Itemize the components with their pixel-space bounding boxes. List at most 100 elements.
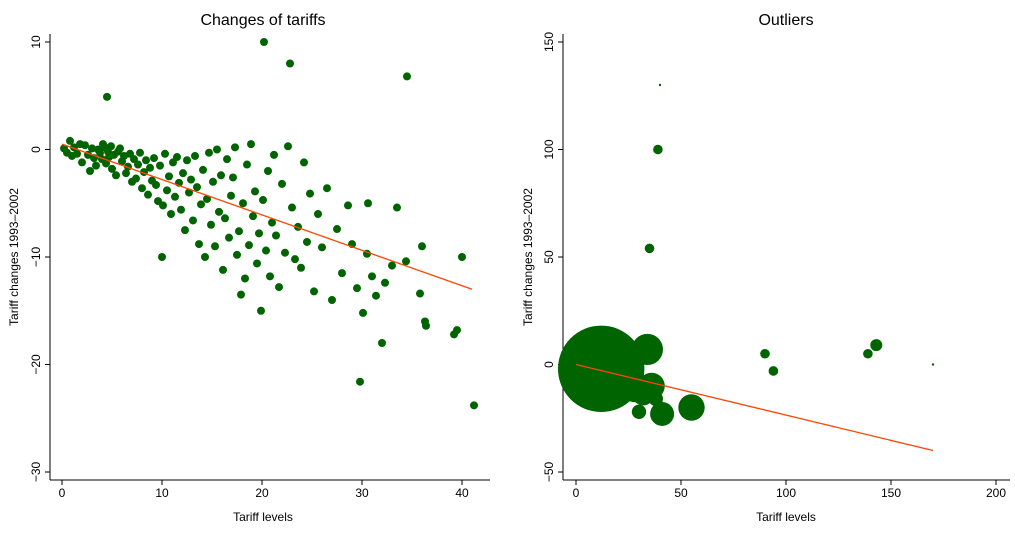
- right-weighted-point: [931, 363, 935, 366]
- left-data-point: [185, 188, 193, 197]
- left-data-point: [116, 144, 124, 153]
- left-data-point: [260, 38, 268, 46]
- left-y-tick-label: −10: [29, 246, 43, 267]
- left-data-point: [215, 207, 223, 216]
- left-data-point: [96, 148, 104, 157]
- left-data-point: [288, 203, 296, 212]
- left-data-point: [364, 199, 372, 208]
- left-data-point: [177, 205, 185, 214]
- right-weighted-point: [650, 401, 675, 426]
- left-data-point: [306, 189, 314, 198]
- left-data-point: [136, 148, 144, 157]
- left-data-point: [314, 210, 322, 218]
- left-data-point: [142, 156, 150, 165]
- left-data-point: [219, 265, 227, 274]
- left-data-point: [161, 149, 169, 158]
- left-data-point: [211, 242, 219, 251]
- left-data-point: [213, 145, 221, 154]
- right-weighted-point: [653, 144, 663, 155]
- right-x-tick-label: 50: [674, 486, 688, 500]
- left-data-point: [223, 155, 231, 164]
- left-data-point: [310, 287, 318, 296]
- left-data-point: [247, 140, 255, 149]
- left-data-point: [225, 233, 233, 242]
- right-weighted-point: [631, 333, 664, 366]
- right-x-tick-label: 0: [573, 486, 580, 500]
- left-data-point: [152, 180, 160, 189]
- left-data-point: [107, 142, 115, 151]
- left-data-point: [81, 141, 89, 150]
- right-weighted-point: [644, 243, 655, 254]
- left-chart-title: Changes of tariffs: [200, 12, 325, 29]
- right-x-tick-label: 100: [776, 486, 796, 500]
- left-data-point: [138, 184, 146, 193]
- left-data-point: [422, 321, 430, 330]
- left-data-point: [403, 72, 411, 81]
- left-y-tick-label: 10: [29, 35, 43, 49]
- right-chart-title: Outliers: [758, 12, 813, 29]
- left-data-point: [264, 167, 272, 175]
- left-data-point: [229, 173, 237, 182]
- left-data-point: [237, 290, 245, 299]
- left-x-ticks: 0 10 20 30 40: [59, 480, 469, 500]
- left-x-tick-label: 20: [255, 486, 269, 500]
- left-data-point: [268, 218, 276, 227]
- left-data-point: [359, 308, 367, 317]
- left-data-point: [191, 151, 199, 160]
- left-data-point: [132, 174, 140, 183]
- right-y-tick-label: 100: [542, 139, 556, 159]
- left-data-point: [453, 326, 461, 335]
- left-data-point: [286, 59, 294, 68]
- right-weighted-point: [863, 348, 873, 359]
- left-data-point: [378, 339, 386, 347]
- right-weighted-point: [870, 339, 883, 352]
- left-x-tick-label: 40: [455, 486, 469, 500]
- left-data-point: [353, 284, 361, 293]
- left-data-point: [233, 250, 241, 259]
- left-data-point: [239, 199, 247, 208]
- left-data-point: [120, 151, 128, 160]
- right-weighted-point: [631, 404, 647, 419]
- left-data-point: [203, 194, 211, 203]
- left-data-point: [272, 231, 280, 240]
- left-data-point: [303, 237, 311, 246]
- left-data-point: [86, 167, 94, 175]
- right-points: [558, 83, 935, 426]
- left-data-point: [199, 165, 207, 174]
- right-y-axis-label: Tariff changes 1993–2002: [521, 188, 535, 326]
- left-data-point: [165, 172, 173, 181]
- left-data-point: [418, 242, 426, 251]
- left-data-point: [259, 196, 267, 205]
- left-data-point: [388, 261, 396, 270]
- right-x-ticks: 0 50 100 150 200: [573, 480, 1006, 500]
- left-data-point: [393, 203, 401, 212]
- right-y-ticks: 150 100 50 0 −50: [542, 32, 563, 482]
- left-data-point: [255, 229, 263, 238]
- right-y-tick-label: 0: [542, 361, 556, 368]
- left-x-tick-label: 10: [155, 486, 169, 500]
- right-weighted-point: [768, 366, 779, 376]
- left-data-point: [270, 150, 278, 159]
- left-data-point: [458, 253, 466, 261]
- right-weighted-point: [678, 394, 705, 421]
- left-data-point: [73, 149, 81, 158]
- left-fit-line: [61, 143, 473, 290]
- left-data-point: [108, 164, 116, 173]
- left-data-point: [159, 201, 167, 210]
- left-data-point: [372, 291, 380, 300]
- left-data-point: [243, 160, 251, 169]
- left-data-point: [300, 158, 308, 167]
- left-data-point: [266, 272, 274, 281]
- left-data-point: [88, 144, 96, 153]
- right-x-tick-label: 150: [881, 486, 901, 500]
- left-data-point: [381, 278, 389, 287]
- left-data-point: [338, 269, 346, 278]
- right-weighted-point: [760, 348, 770, 359]
- left-data-point: [181, 226, 189, 235]
- left-data-point: [205, 148, 213, 157]
- left-y-axis-label: Tariff changes 1993–2002: [7, 188, 21, 326]
- left-data-point: [275, 283, 283, 292]
- left-data-point: [122, 169, 130, 178]
- left-data-point: [193, 183, 201, 192]
- left-data-point: [179, 169, 187, 178]
